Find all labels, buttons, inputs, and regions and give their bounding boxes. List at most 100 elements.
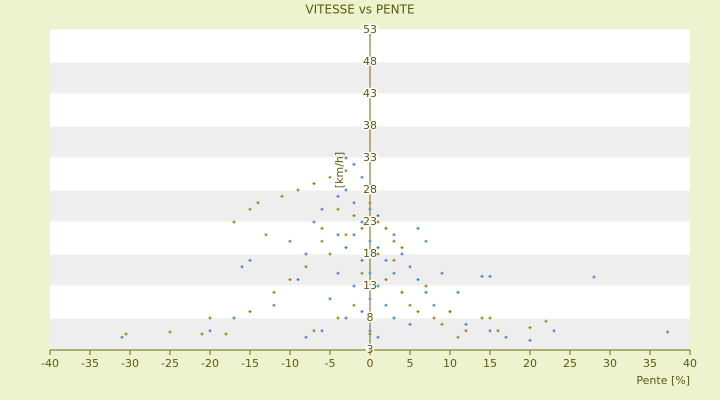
data-point bbox=[496, 329, 500, 333]
data-point bbox=[528, 326, 532, 330]
data-point bbox=[336, 271, 340, 275]
y-tick-label: 43 bbox=[363, 87, 377, 100]
data-point bbox=[448, 310, 452, 314]
y-tick-label: 33 bbox=[363, 151, 377, 164]
data-point bbox=[320, 226, 324, 230]
data-point bbox=[360, 310, 364, 314]
y-tick-label: 23 bbox=[363, 215, 377, 228]
data-point bbox=[240, 265, 244, 269]
data-point bbox=[368, 329, 372, 333]
data-point bbox=[336, 207, 340, 211]
data-point bbox=[424, 290, 428, 294]
data-point bbox=[296, 278, 300, 282]
data-point bbox=[464, 329, 468, 333]
x-tick-label: 0 bbox=[367, 357, 374, 370]
data-point bbox=[312, 329, 316, 333]
data-point bbox=[368, 239, 372, 243]
data-point bbox=[368, 201, 372, 205]
data-point bbox=[384, 258, 388, 262]
x-tick-label: 20 bbox=[523, 357, 537, 370]
y-tick-label: 13 bbox=[363, 279, 377, 292]
y-tick-label: 28 bbox=[363, 183, 377, 196]
data-point bbox=[456, 290, 460, 294]
data-point bbox=[256, 201, 260, 205]
data-point bbox=[352, 162, 356, 166]
x-tick-label: -5 bbox=[325, 357, 336, 370]
data-point bbox=[408, 322, 412, 326]
x-tick-label: -25 bbox=[161, 357, 179, 370]
data-point bbox=[368, 297, 372, 301]
y-tick-label: 38 bbox=[363, 119, 377, 132]
data-point bbox=[376, 246, 380, 250]
data-point bbox=[272, 290, 276, 294]
data-point bbox=[208, 329, 212, 333]
data-point bbox=[272, 303, 276, 307]
y-tick-label: 48 bbox=[363, 55, 377, 68]
data-point bbox=[344, 246, 348, 250]
data-point bbox=[416, 310, 420, 314]
data-point bbox=[432, 303, 436, 307]
data-point bbox=[392, 271, 396, 275]
data-point bbox=[376, 214, 380, 218]
data-point bbox=[360, 220, 364, 224]
data-point bbox=[312, 220, 316, 224]
data-point bbox=[232, 316, 236, 320]
data-point bbox=[336, 194, 340, 198]
x-axis-title: Pente [%] bbox=[636, 374, 690, 387]
data-point bbox=[304, 335, 308, 339]
x-tick-label: 5 bbox=[407, 357, 414, 370]
x-tick-label: -35 bbox=[81, 357, 99, 370]
data-point bbox=[344, 188, 348, 192]
data-point bbox=[312, 182, 316, 186]
data-point bbox=[352, 303, 356, 307]
x-tick-label: 35 bbox=[643, 357, 657, 370]
data-point bbox=[392, 258, 396, 262]
data-point bbox=[264, 233, 268, 237]
data-point bbox=[280, 194, 284, 198]
data-point bbox=[552, 329, 556, 333]
chart-title: VITESSE vs PENTE bbox=[305, 3, 414, 17]
data-point bbox=[408, 303, 412, 307]
x-tick-label: 25 bbox=[563, 357, 577, 370]
x-tick-label: 15 bbox=[483, 357, 497, 370]
x-tick-label: -40 bbox=[41, 357, 59, 370]
data-point bbox=[124, 332, 128, 336]
data-point bbox=[352, 284, 356, 288]
x-tick-label: -15 bbox=[241, 357, 259, 370]
data-point bbox=[360, 226, 364, 230]
data-point bbox=[232, 220, 236, 224]
data-point bbox=[392, 316, 396, 320]
data-point bbox=[544, 319, 548, 323]
data-point bbox=[296, 188, 300, 192]
data-point bbox=[376, 252, 380, 256]
data-point bbox=[480, 316, 484, 320]
data-point bbox=[400, 252, 404, 256]
x-tick-label: -10 bbox=[281, 357, 299, 370]
data-point bbox=[248, 310, 252, 314]
data-point bbox=[352, 201, 356, 205]
data-point bbox=[360, 258, 364, 262]
data-point bbox=[408, 265, 412, 269]
y-tick-label: 3 bbox=[367, 343, 374, 356]
data-point bbox=[488, 274, 492, 278]
data-point bbox=[168, 330, 172, 334]
data-point bbox=[320, 329, 324, 333]
data-point bbox=[464, 322, 468, 326]
data-point bbox=[360, 271, 364, 275]
data-point bbox=[328, 252, 332, 256]
data-point bbox=[392, 239, 396, 243]
data-point bbox=[416, 226, 420, 230]
data-point bbox=[248, 207, 252, 211]
x-tick-label: -20 bbox=[201, 357, 219, 370]
data-point bbox=[416, 278, 420, 282]
y-tick-label: 18 bbox=[363, 247, 377, 260]
y-tick-label: 53 bbox=[363, 23, 377, 36]
data-point bbox=[456, 335, 460, 339]
data-point bbox=[208, 316, 212, 320]
data-point bbox=[344, 233, 348, 237]
data-point bbox=[320, 207, 324, 211]
data-point bbox=[288, 239, 292, 243]
data-point bbox=[248, 258, 252, 262]
data-point bbox=[384, 303, 388, 307]
data-point bbox=[344, 169, 348, 173]
